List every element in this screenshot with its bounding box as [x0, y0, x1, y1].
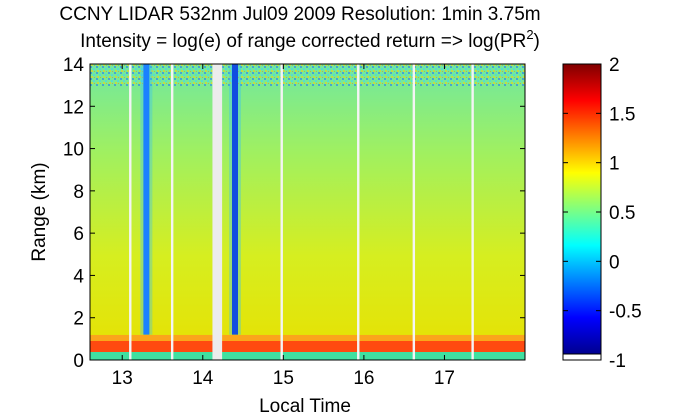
y-tick-label: 8 — [73, 182, 84, 203]
colorbar-tick-label: 0 — [609, 252, 620, 273]
colorbar-tick-label: -0.5 — [609, 302, 642, 323]
y-tick-label: 0 — [73, 351, 84, 372]
y-axis-ticks: 0 2 4 6 8 10 12 14 — [63, 55, 525, 372]
x-tick-label: 17 — [434, 368, 455, 389]
plot-frame — [89, 63, 526, 361]
y-tick-label: 10 — [63, 140, 84, 161]
y-axis-label: Range (km) — [29, 162, 50, 261]
chart-subtitle-suffix: ) — [534, 31, 540, 52]
clear-column-1 — [129, 64, 132, 360]
cloud-column-halo-1 — [140, 64, 153, 335]
data-gap — [212, 64, 223, 360]
chart-title: CCNY LIDAR 532nm Jul09 2009 Resolution: … — [59, 4, 540, 25]
colorbar-ticks: 2 1.5 1 0.5 0 -0.5 -1 — [563, 55, 642, 372]
y-tick-label: 2 — [73, 309, 84, 330]
y-tick-label: 12 — [63, 97, 84, 118]
colorbar-tick-label: 1.5 — [609, 104, 635, 125]
chart-subtitle-superscript: 2 — [526, 27, 533, 42]
x-tick-label: 14 — [192, 368, 214, 389]
colorbar-tick-label: 2 — [609, 55, 620, 76]
clear-column-5 — [412, 64, 416, 360]
chart-subtitle: Intensity = log(e) of range corrected re… — [80, 27, 540, 52]
x-tick-label: 13 — [112, 368, 133, 389]
colorbar: 2 1.5 1 0.5 0 -0.5 -1 — [562, 55, 642, 372]
colorbar-tick-label: 1 — [609, 154, 620, 175]
colorbar-tick-label: 0.5 — [609, 203, 635, 224]
y-tick-label: 6 — [73, 224, 84, 245]
heatmap-background — [90, 64, 525, 360]
chart-subtitle-text: Intensity = log(e) of range corrected re… — [80, 31, 526, 52]
x-axis-ticks: 13 14 15 16 17 — [112, 64, 455, 389]
cloud-column-2 — [232, 64, 238, 335]
clear-column-6 — [471, 64, 474, 360]
colorbar-gradient — [562, 63, 602, 355]
boundary-layer-top-edge — [90, 334, 525, 341]
colorbar-tick-label: -1 — [609, 351, 626, 372]
heatmap-features — [90, 64, 525, 360]
cloud-column-1 — [143, 64, 150, 335]
cloud-column-halo-2 — [229, 64, 241, 335]
clear-column-2 — [170, 64, 174, 360]
boundary-layer-band — [90, 340, 525, 352]
y-tick-label: 14 — [63, 55, 85, 76]
colorbar-bottom-swatch — [562, 353, 602, 361]
clear-column-3 — [280, 64, 283, 360]
surface-band — [90, 352, 525, 360]
x-axis-label: Local Time — [259, 396, 351, 417]
x-tick-label: 15 — [273, 368, 294, 389]
heatmap-plot-area — [89, 63, 526, 361]
y-tick-label: 4 — [73, 266, 84, 287]
x-tick-label: 16 — [353, 368, 374, 389]
clear-column-4 — [357, 64, 360, 360]
heatmap-noise-top — [90, 64, 525, 86]
